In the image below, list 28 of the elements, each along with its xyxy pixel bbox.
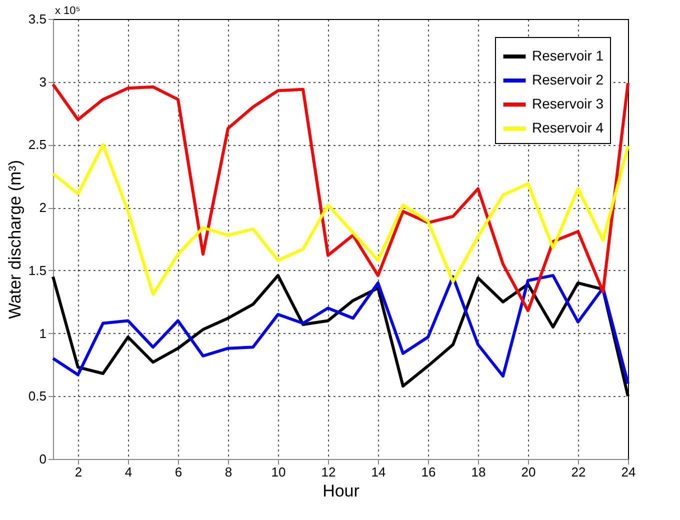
- legend-label: Reservoir 2: [532, 72, 604, 88]
- x-tick-label: 2: [74, 464, 82, 480]
- x-tick-label: 16: [421, 464, 436, 480]
- x-axis-title: Hour: [322, 482, 360, 500]
- y-tick-label: 0: [39, 452, 46, 466]
- x-tick-label: 24: [621, 464, 636, 480]
- y-tick-label: 3.5: [28, 12, 46, 26]
- y-tick-label: 1: [39, 326, 46, 341]
- y-tick-label: 3: [39, 74, 46, 90]
- x-tick-label: 18: [471, 464, 486, 480]
- x-tick-label: 4: [124, 464, 132, 480]
- legend-label: Reservoir 4: [532, 120, 604, 136]
- x-tick-label: 22: [571, 464, 586, 480]
- legend-label: Reservoir 3: [532, 96, 604, 112]
- y-tick-label: 0.5: [28, 388, 46, 404]
- x-tick-label: 6: [174, 464, 182, 480]
- x-tick-label: 14: [371, 464, 386, 480]
- y-tick-label: 1.5: [28, 262, 46, 278]
- x-tick-label: 8: [224, 464, 232, 480]
- x-tick-label: 20: [521, 464, 536, 480]
- legend-label: Reservoir 1: [532, 48, 604, 64]
- x-tick-label: 12: [321, 464, 336, 480]
- y-axis-title: Water discharge (m³): [5, 160, 24, 320]
- x-tick-label: 10: [271, 464, 286, 480]
- line-series: [52, 143, 630, 296]
- text: x 10⁵: [55, 5, 80, 17]
- y-tick-label: 2.5: [28, 137, 46, 152]
- y-tick-label: 2: [39, 200, 46, 216]
